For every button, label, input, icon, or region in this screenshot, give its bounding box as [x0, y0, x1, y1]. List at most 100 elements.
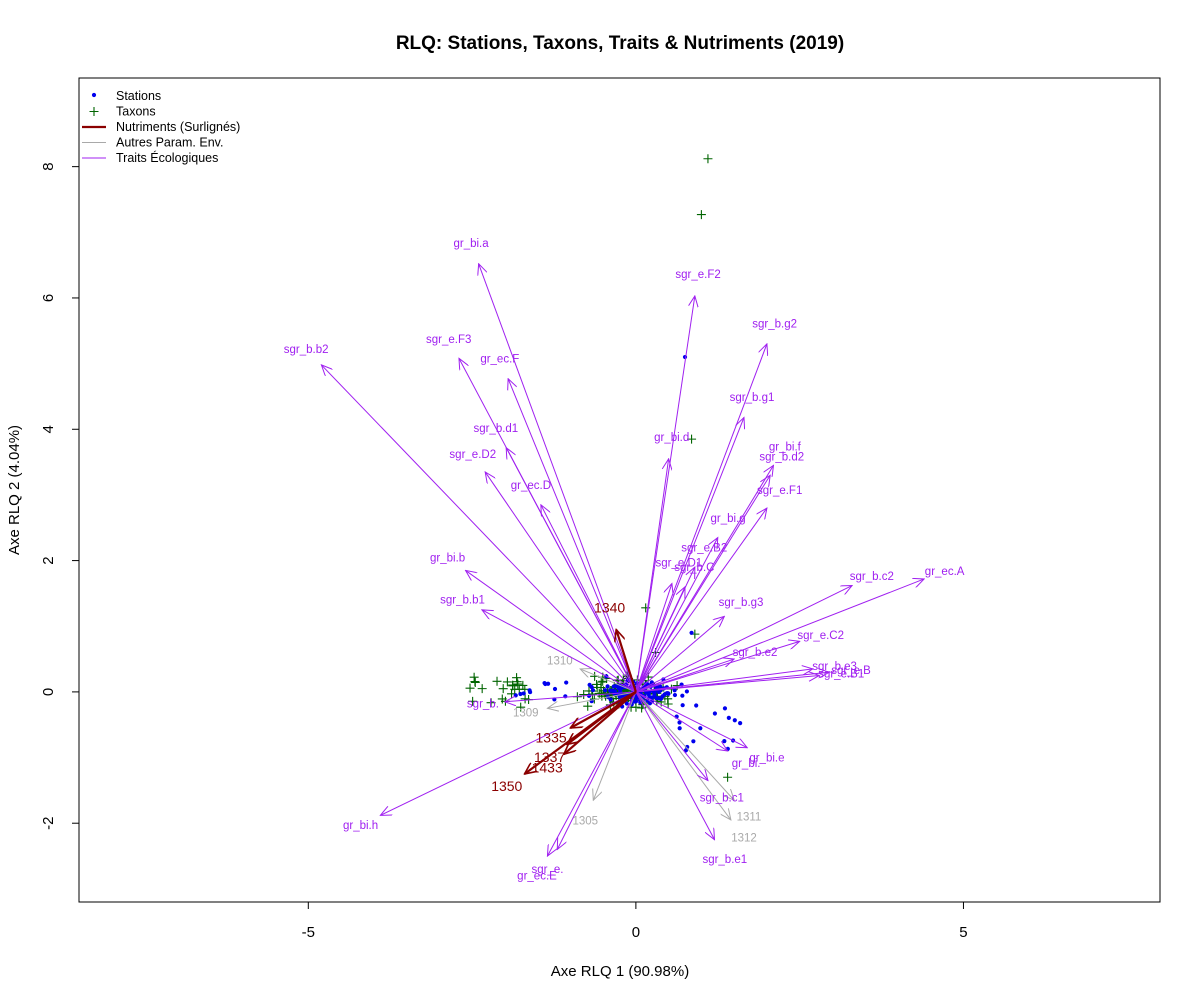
trait-label: sgr_b.C [674, 562, 714, 574]
taxon-marker [516, 702, 526, 712]
nutrient-arrow [525, 691, 637, 774]
trait-label: gr_bi.f [769, 442, 802, 454]
station-marker [590, 688, 596, 693]
trait-label: sgr_b. [467, 698, 499, 710]
station-marker [665, 691, 671, 696]
taxon-marker [723, 772, 733, 782]
trait-label: sgr_b.c2 [850, 571, 894, 583]
trait-label: gr_bi.g [711, 513, 746, 525]
legend-entry-label: Nutriments (Surlignés) [116, 120, 240, 134]
trait-label: sgr_e. [531, 864, 563, 876]
station-marker [712, 711, 718, 716]
station-marker [684, 689, 689, 694]
trait-arrow [635, 691, 715, 840]
nutrient-arrows-layer: 13401335133714331350 [491, 600, 637, 794]
station-marker [603, 688, 608, 693]
station-marker [672, 692, 678, 698]
station-marker [694, 703, 699, 708]
trait-label: sgr_e.C2 [797, 630, 844, 642]
taxon-marker [486, 698, 496, 708]
station-marker [589, 684, 594, 690]
taxon-marker [703, 154, 713, 164]
trait-arrow [508, 379, 637, 693]
station-marker [611, 684, 616, 689]
station-marker [677, 720, 682, 725]
trait-label: sgr_b.e2 [733, 647, 778, 659]
env-label: 1309 [513, 707, 539, 719]
y-tick-label: -2 [40, 817, 57, 830]
trait-label: sgr_b.d1 [473, 423, 518, 435]
station-marker [732, 718, 737, 723]
station-marker [624, 701, 629, 706]
trait-arrow [479, 264, 637, 693]
trait-arrow [635, 508, 767, 693]
trait-label: sgr_b.d2 [759, 452, 804, 464]
taxon-marker [583, 701, 593, 711]
trait-arrow [482, 610, 637, 693]
station-marker [608, 697, 613, 702]
trait-label: gr_ec.E [517, 870, 557, 882]
trait-arrow [635, 691, 728, 751]
trait-label: gr_bi. [732, 758, 761, 770]
trait-label: sgr_b.g2 [752, 318, 797, 330]
trait-label: sgr_e.D2 [449, 449, 496, 461]
trait-arrow [635, 616, 724, 693]
trait-arrows-layer: gr_bi.asgr_b.b2sgr_e.F3gr_ec.Fsgr_b.d1sg… [284, 238, 965, 882]
trait-arrow [635, 584, 672, 693]
station-marker [680, 703, 685, 708]
y-axis-ticks: -2 0 2 4 6 8 [40, 162, 80, 830]
taxon-marker [470, 677, 480, 687]
taxon-marker [596, 677, 606, 687]
station-marker [546, 681, 551, 686]
y-tick-label: 0 [40, 688, 57, 696]
trait-arrow [635, 579, 924, 693]
nutrient-label: 1433 [532, 760, 563, 776]
env-arrow [635, 691, 731, 820]
station-marker [605, 684, 610, 689]
station-marker [542, 680, 547, 686]
station-marker [722, 706, 728, 711]
taxon-marker [687, 434, 697, 444]
trait-label: sgr_b.c1 [700, 793, 744, 805]
trait-arrow [557, 691, 637, 850]
station-marker [660, 694, 665, 699]
env-arrow [580, 669, 637, 693]
trait-label: gr_bi.b [430, 553, 465, 565]
trait-arrow [635, 538, 718, 693]
env-label: 1310 [547, 656, 573, 668]
trait-arrow [380, 691, 637, 815]
trait-label: gr_bi.h [343, 820, 378, 832]
station-marker [521, 691, 526, 696]
trait-label: gr_ec.D [511, 480, 551, 492]
station-marker [513, 693, 518, 698]
trait-arrow [635, 475, 770, 693]
taxon-marker [512, 673, 522, 683]
taxon-marker [520, 694, 530, 704]
nutrient-label: 1340 [594, 600, 625, 616]
trait-arrow [635, 691, 747, 748]
nutrient-arrow [616, 630, 637, 693]
legend-entry-label: Stations [116, 89, 161, 103]
taxon-marker [469, 672, 479, 682]
station-marker [632, 699, 637, 704]
legend-entry-label: Traits Écologiques [116, 150, 218, 165]
env-arrow [635, 691, 734, 800]
trait-label: sgr_b.g3 [719, 597, 764, 609]
trait-label: gr_bi.d [654, 432, 689, 444]
trait-arrow [547, 691, 637, 856]
trait-arrow [635, 344, 767, 693]
trait-label: sgr_b.e1 [702, 854, 747, 866]
trait-arrow [466, 570, 637, 693]
y-tick-label: 4 [40, 425, 57, 433]
trait-label: gr_ec.F [480, 353, 519, 365]
env-label: 1312 [731, 833, 757, 845]
station-marker [722, 739, 727, 744]
y-tick-label: 6 [40, 294, 57, 302]
legend-entry-label: Taxons [116, 105, 156, 119]
station-marker [658, 684, 663, 689]
trait-arrow [635, 691, 708, 781]
y-tick-label: 2 [40, 556, 57, 564]
chart-title: RLQ: Stations, Taxons, Traits & Nutrimen… [396, 33, 844, 54]
